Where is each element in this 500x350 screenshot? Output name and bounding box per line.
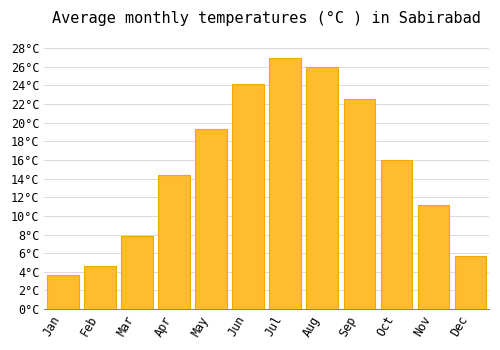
Bar	[270, 57, 301, 309]
Bar	[196, 129, 227, 309]
Bar	[84, 266, 116, 309]
Bar	[418, 205, 449, 309]
Title: Average monthly temperatures (°C ) in Sabirabad: Average monthly temperatures (°C ) in Sa…	[52, 11, 481, 26]
Bar	[454, 256, 486, 309]
Bar	[122, 236, 153, 309]
Bar	[344, 99, 375, 309]
Bar	[158, 175, 190, 309]
Bar	[380, 160, 412, 309]
Bar	[306, 67, 338, 309]
Bar	[47, 274, 78, 309]
Bar	[232, 84, 264, 309]
